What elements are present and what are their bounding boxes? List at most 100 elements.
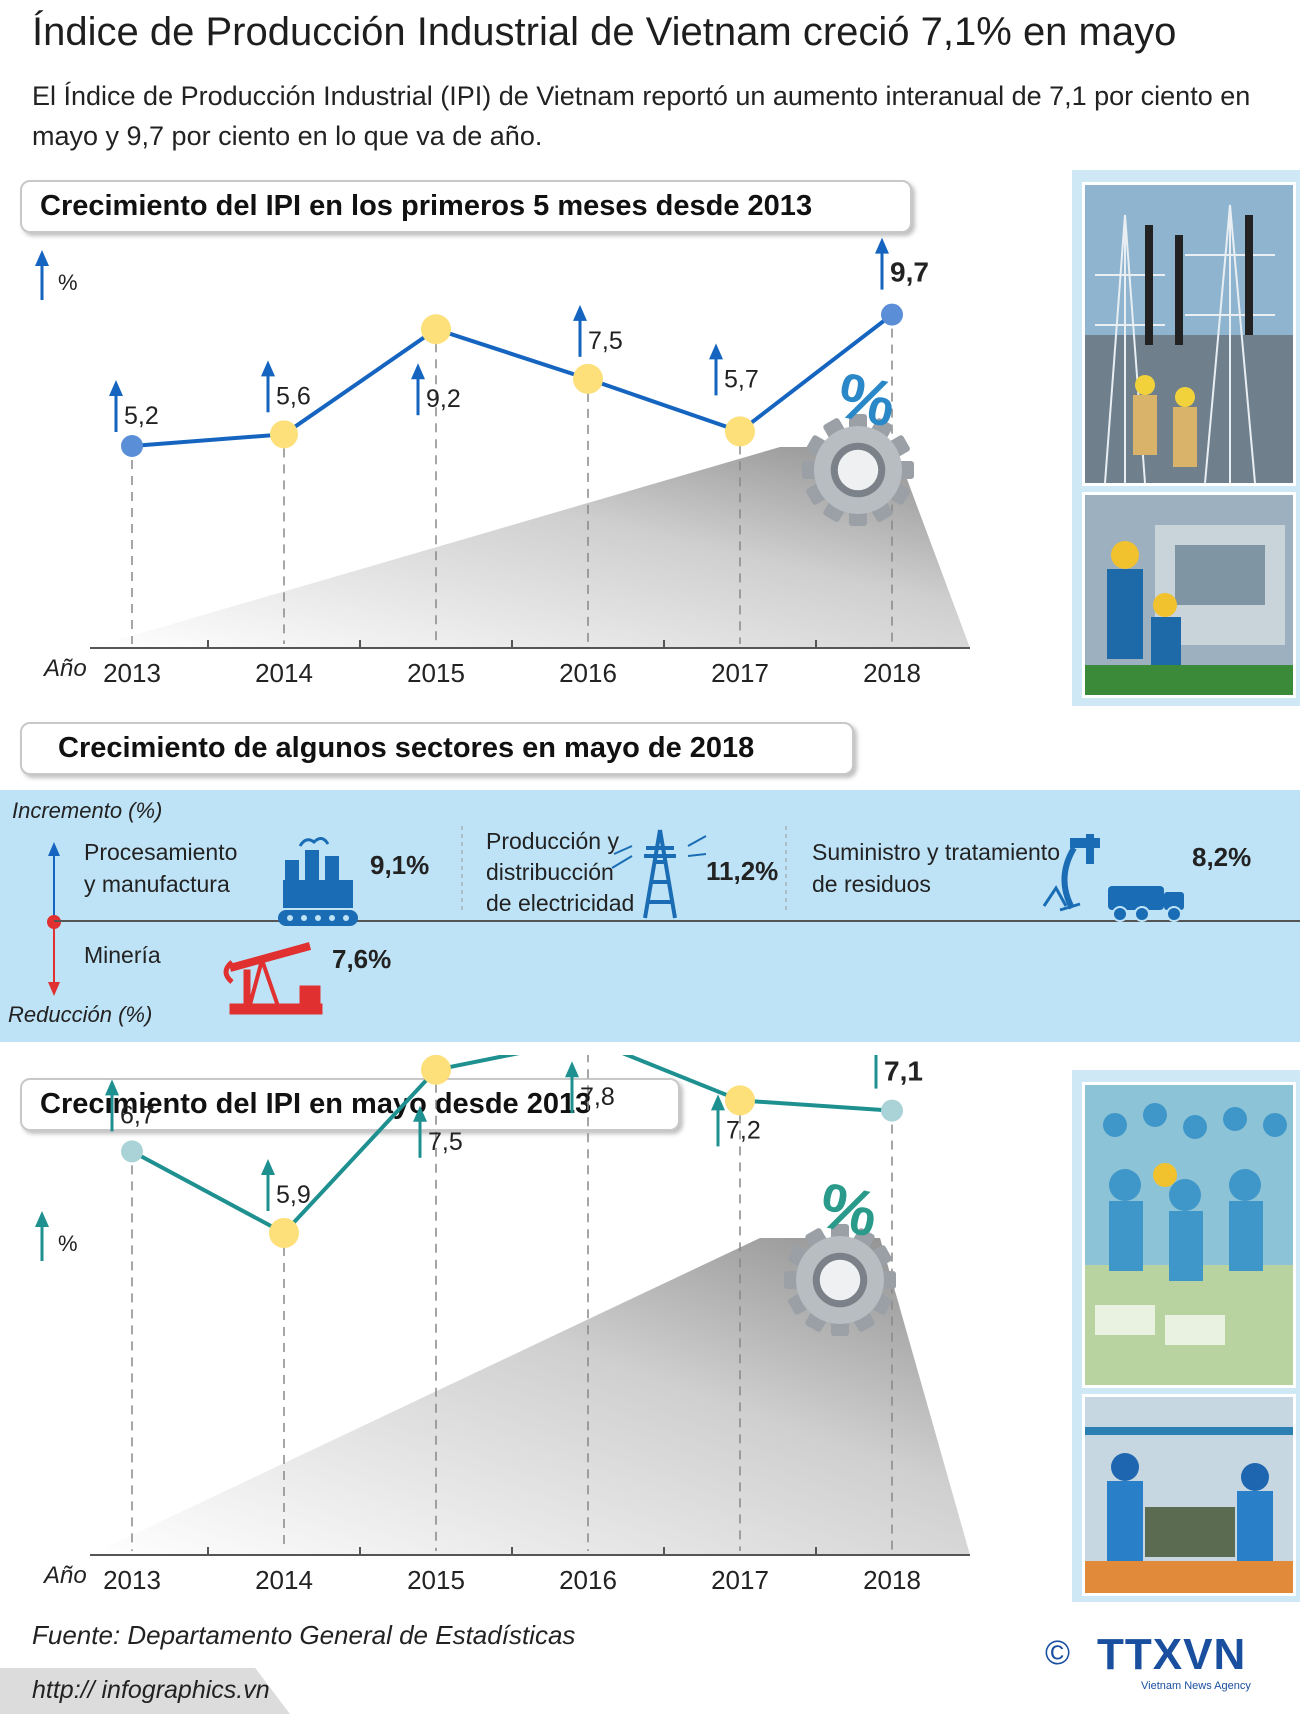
sector-name-mining: Minería [84, 942, 161, 968]
series-line [131, 313, 894, 448]
website-link[interactable]: http:// infographics.vn [32, 1676, 270, 1704]
data-label-2018: 9,7 [890, 257, 929, 288]
x-tick-label-2016: 2016 [559, 1565, 617, 1595]
growth-arrowhead-icon [573, 304, 587, 321]
sectors-title: Crecimiento de algunos sectores en mayo … [58, 732, 755, 764]
page-subtitle: El Índice de Producción Industrial (IPI)… [32, 81, 1251, 151]
data-label-2013: 5,2 [124, 402, 159, 430]
sector-name-line: Suministro y tratamiento [812, 839, 1060, 865]
sector-name-line: distribucción [486, 859, 614, 885]
growth-arrowhead-icon [875, 237, 889, 254]
growth-arrowhead-icon [35, 1211, 49, 1227]
data-label-2015: 9,2 [426, 385, 461, 413]
x-tick-label-2013: 2013 [103, 658, 161, 688]
data-label-2013: 6,7 [120, 1101, 155, 1129]
data-point-2018 [881, 303, 903, 326]
sectors-title-box: Crecimiento de algunos sectores en mayo … [20, 722, 854, 775]
increase-arrow-icon [48, 842, 60, 856]
x-tick-label-2015: 2015 [407, 658, 465, 688]
page-title: Índice de Producción Industrial de Vietn… [32, 10, 1177, 54]
ttxvn-logo: © TTXVN Vietnam News Agency [1045, 1630, 1275, 1700]
data-label-2018: 7,1 [884, 1056, 923, 1087]
oil-pump-icon [223, 942, 323, 1015]
y-axis-unit-label: % [58, 270, 78, 295]
growth-arrowhead-icon [709, 343, 723, 360]
x-axis-label: Año [42, 655, 87, 682]
x-axis-label: Año [42, 1562, 87, 1589]
sector-value-electricity: 11,2% [706, 856, 779, 886]
x-tick-label-2018: 2018 [863, 658, 921, 688]
sector-value-manufacturing: 9,1% [370, 850, 430, 880]
chart1-ipi-first-5-months: % 5,2 2013 5,6 2014 9,2 2015 7,5 2016 5,7 2017 9,7 2… [35, 237, 970, 688]
logo-subtext: Vietnam News Agency [1141, 1680, 1251, 1692]
data-point-2013 [121, 435, 143, 457]
growth-arrowhead-icon [261, 360, 275, 377]
data-point-2015 [421, 314, 451, 345]
decrease-label: Reducción (%) [8, 1002, 153, 1027]
growth-arrowhead-icon [711, 1094, 725, 1111]
water-truck-icon [1042, 834, 1184, 922]
x-tick-label-2017: 2017 [711, 1565, 769, 1595]
factory-icon [278, 837, 358, 926]
photo-panel-1 [1072, 170, 1300, 706]
y-axis-unit-label: % [58, 1231, 78, 1256]
chart1-title-box: Crecimiento del IPI en los primeros 5 me… [20, 180, 912, 233]
sector-name-waste: Suministro y tratamiento de residuos [812, 836, 1060, 900]
power-tower-icon [611, 829, 707, 919]
sector-name-line: de residuos [812, 871, 931, 897]
photo-power-substation [1082, 182, 1296, 486]
photo-car-factory [1082, 492, 1296, 698]
data-point-2017 [725, 1085, 755, 1116]
photo-seafood-processing [1082, 1082, 1296, 1388]
gear-hole [819, 1259, 861, 1301]
gear-icon [802, 414, 914, 526]
data-point-2016 [573, 363, 603, 394]
growth-arrowhead-icon [411, 363, 425, 380]
x-tick-label-2014: 2014 [255, 1565, 313, 1595]
growth-arrowhead-icon [109, 380, 123, 396]
growth-arrowhead-icon [35, 250, 49, 266]
chart2-ipi-may: % 6,7 2013 5,9 2014 7,5 2015 7,8 2016 7,2 2017 7,1 2… [35, 1055, 970, 1595]
data-label-2016: 7,8 [580, 1083, 615, 1111]
data-label-2017: 7,2 [726, 1116, 761, 1144]
sector-name-line: Procesamiento [84, 839, 238, 865]
growth-arrowhead-icon [565, 1061, 579, 1078]
gear-hole [837, 449, 879, 491]
data-point-2014 [269, 1218, 299, 1248]
photo-panel-2 [1072, 1070, 1300, 1602]
data-point-2015 [421, 1055, 451, 1085]
data-label-2014: 5,9 [276, 1181, 311, 1209]
sectors-panel: Incremento (%) Reducción (%) Procesamien… [0, 790, 1300, 1042]
chart2-title-box: Crecimiento del IPI en mayo desde 2013 [20, 1078, 680, 1131]
decorative-ramp [90, 1238, 970, 1555]
logo-text: TTXVN [1097, 1630, 1247, 1679]
data-label-2014: 5,6 [276, 382, 311, 410]
sector-name-line: y manufactura [84, 871, 230, 897]
data-point-2017 [725, 416, 755, 447]
decorative-ramp [90, 447, 970, 648]
sector-name-manufacturing: Procesamiento y manufactura [84, 836, 237, 900]
data-point-2018 [881, 1099, 903, 1122]
increase-label: Incremento (%) [12, 798, 163, 823]
data-label-2017: 5,7 [724, 365, 759, 393]
x-tick-label-2015: 2015 [407, 1565, 465, 1595]
source-note: Fuente: Departamento General de Estadíst… [32, 1620, 576, 1650]
sector-name-line: Producción y [486, 828, 619, 854]
series-line [131, 1055, 893, 1236]
sector-value-mining: 7,6% [332, 944, 392, 974]
growth-arrowhead-icon [413, 1105, 427, 1122]
x-tick-label-2017: 2017 [711, 658, 769, 688]
photo-sorting-workers [1082, 1394, 1296, 1596]
sector-value-waste: 8,2% [1192, 842, 1252, 872]
sector-name-electricity: Producción y distribucción de electricid… [486, 826, 634, 919]
decrease-arrow-icon [48, 982, 60, 996]
growth-arrowhead-icon [105, 1079, 119, 1096]
data-point-2013 [121, 1140, 143, 1163]
sector-name-line: de electricidad [486, 890, 635, 916]
x-tick-label-2013: 2013 [103, 1565, 161, 1595]
data-point-2014 [270, 420, 298, 449]
gear-icon [784, 1224, 896, 1336]
growth-arrowhead-icon [261, 1159, 275, 1175]
url-bar [0, 1668, 290, 1714]
copyright-symbol: © [1045, 1634, 1071, 1672]
